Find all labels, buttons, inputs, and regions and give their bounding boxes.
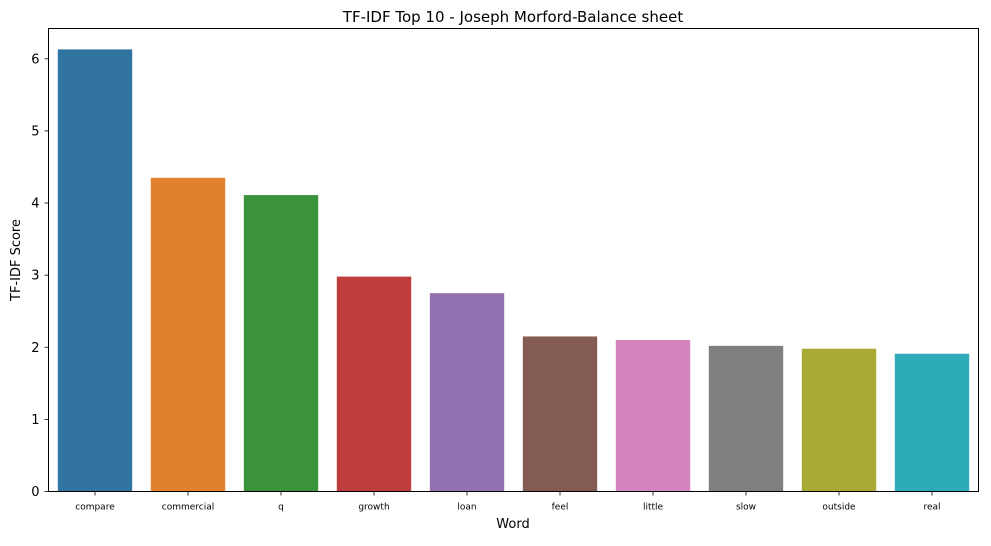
bar-feel — [522, 336, 598, 492]
bars-layer — [57, 49, 970, 492]
x-tick-label: real — [923, 503, 940, 513]
bar-commercial — [150, 177, 226, 492]
x-tick-label: feel — [552, 503, 569, 513]
y-tick-label: 3 — [31, 269, 39, 284]
y-tick-label: 1 — [31, 413, 39, 428]
y-tick-label: 5 — [31, 124, 39, 139]
bar-compare — [57, 49, 133, 492]
bar-real — [894, 353, 970, 492]
x-axis: compare commercial q growth loan feel little sl… — [75, 491, 941, 513]
x-tick-label: little — [643, 503, 664, 513]
y-tick-label: 2 — [31, 341, 39, 356]
x-tick-label: slow — [736, 503, 756, 513]
x-tick-label: q — [278, 503, 284, 513]
bar-slow — [708, 345, 784, 492]
x-axis-label: Word — [496, 517, 529, 532]
bar-little — [615, 340, 691, 492]
y-axis: 0 1 2 3 4 5 6 — [31, 52, 49, 500]
x-tick-label: outside — [822, 503, 856, 513]
y-tick-label: 6 — [31, 52, 39, 67]
y-axis-label: TF-IDF Score — [9, 219, 24, 302]
x-tick-label: growth — [358, 503, 389, 513]
y-tick-label: 4 — [31, 197, 39, 212]
y-tick-label: 0 — [31, 485, 39, 500]
x-tick-label: loan — [457, 503, 476, 513]
x-tick-label: compare — [75, 503, 115, 513]
bar-q — [243, 195, 319, 492]
bar-growth — [336, 276, 412, 492]
bar-loan — [429, 293, 505, 492]
x-tick-label: commercial — [162, 503, 215, 513]
bar-outside — [801, 348, 877, 492]
plot-frame — [48, 28, 979, 492]
chart-title: TF-IDF Top 10 - Joseph Morford-Balance s… — [342, 8, 684, 26]
